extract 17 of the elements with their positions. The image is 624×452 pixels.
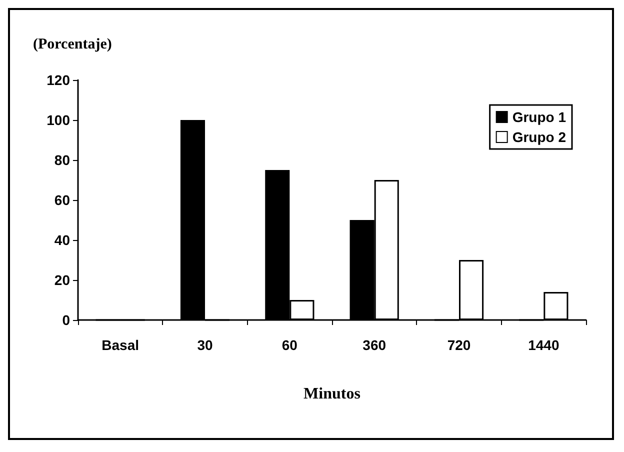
y-tick-label: 20 — [54, 272, 70, 288]
x-tick-label: 1440 — [528, 337, 560, 353]
x-tick-label: Basal — [102, 337, 140, 353]
y-tick-label: 80 — [54, 152, 70, 168]
y-tick-label: 0 — [62, 312, 70, 328]
x-tick-label: 360 — [362, 337, 386, 353]
y-tick-label: 40 — [54, 232, 70, 248]
y-tick-label: 120 — [46, 72, 70, 88]
legend-label: Grupo 1 — [512, 109, 566, 125]
y-tick-label: 100 — [46, 112, 70, 128]
x-tick-label: 720 — [447, 337, 471, 353]
y-axis-title: (Porcentaje) — [33, 36, 112, 52]
y-tick-label: 60 — [54, 192, 70, 208]
x-tick-label: 30 — [197, 337, 213, 353]
x-axis-title: Minutos — [304, 386, 360, 402]
legend-label: Grupo 2 — [512, 129, 566, 145]
x-tick-label: 60 — [282, 337, 298, 353]
